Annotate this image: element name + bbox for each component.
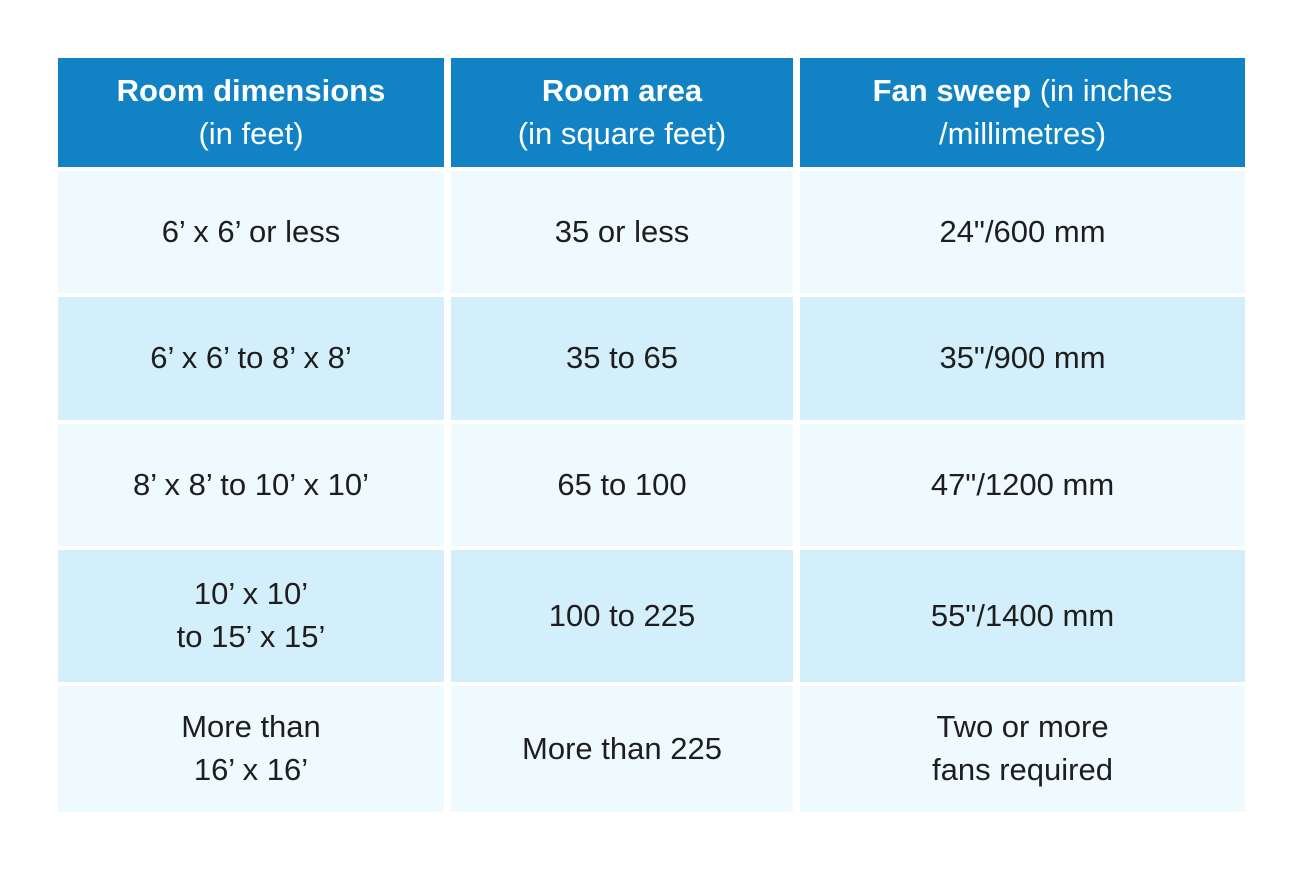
cell-fan-sweep: 24"/600 mm (800, 171, 1245, 293)
cell-room-dimensions: More than 16’ x 16’ (58, 686, 444, 812)
cell-room-area: 100 to 225 (451, 550, 793, 682)
cell-room-dimensions: 6’ x 6’ to 8’ x 8’ (58, 297, 444, 420)
header-subtitle: (in square feet) (517, 115, 727, 151)
column-header-room-dimensions: Room dimensions (in feet) (58, 58, 444, 167)
column-header-room-area: Room area (in square feet) (451, 58, 793, 167)
cell-room-dimensions: 8’ x 8’ to 10’ x 10’ (58, 424, 444, 546)
header-title: Room dimensions (116, 72, 386, 108)
header-subtitle: /millimetres) (938, 115, 1107, 151)
cell-room-area: More than 225 (451, 686, 793, 812)
header-title-line: Fan sweep (in inches (873, 70, 1173, 113)
cell-fan-sweep: 55"/1400 mm (800, 550, 1245, 682)
cell-room-area: 35 or less (451, 171, 793, 293)
column-header-fan-sweep: Fan sweep (in inches /millimetres) (800, 58, 1245, 167)
table-grid: Room dimensions (in feet) Room area (in … (58, 58, 1245, 812)
cell-room-dimensions: 10’ x 10’ to 15’ x 15’ (58, 550, 444, 682)
header-subtitle: (in feet) (198, 115, 304, 151)
header-title: Room area (541, 72, 703, 108)
cell-room-area: 35 to 65 (451, 297, 793, 420)
cell-fan-sweep: 47"/1200 mm (800, 424, 1245, 546)
header-title-units: (in inches (1031, 72, 1173, 108)
header-title: Fan sweep (872, 72, 1032, 108)
cell-room-area: 65 to 100 (451, 424, 793, 546)
cell-fan-sweep: Two or more fans required (800, 686, 1245, 812)
cell-fan-sweep: 35"/900 mm (800, 297, 1245, 420)
fan-sweep-table: Room dimensions (in feet) Room area (in … (58, 58, 1245, 812)
cell-room-dimensions: 6’ x 6’ or less (58, 171, 444, 293)
